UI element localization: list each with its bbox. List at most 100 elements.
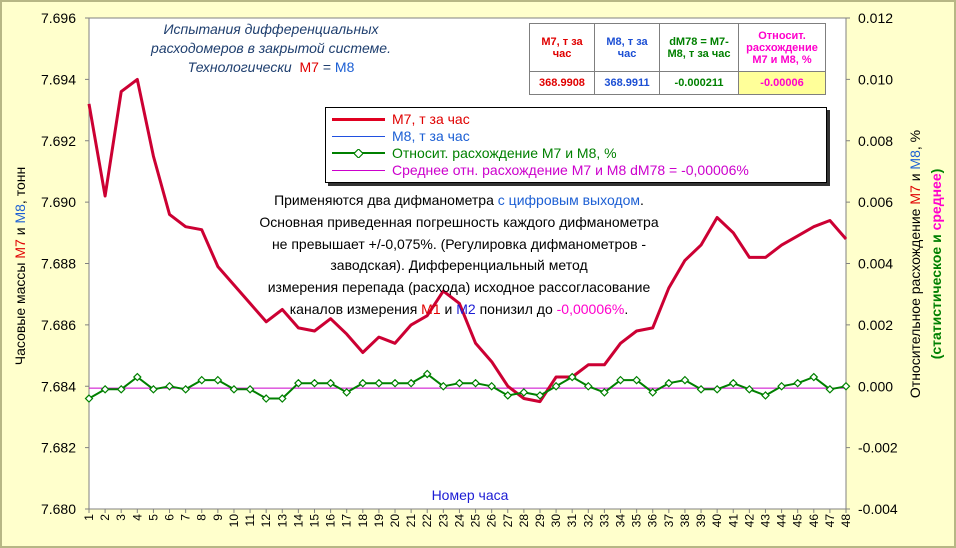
y-left-tick-label: 7.688: [41, 256, 76, 272]
x-tick-label: 23: [436, 514, 450, 528]
series-point-2: [213, 375, 223, 385]
left-axis: 7.680 7.682 7.684 7.686 7.688 7.690 7.692 7.694…: [41, 10, 89, 517]
x-tick-label: 9: [211, 514, 225, 521]
annotation-line-6: каналов измерения М1 и М2 понизил до -0,…: [200, 299, 718, 321]
series-point-2: [761, 391, 770, 400]
annotation-l1a: Применяются два дифманометра: [274, 192, 498, 208]
legend-swatch-m8: [332, 136, 385, 137]
y-left-tick-label: 7.680: [41, 501, 76, 517]
y-left-tick-label: 7.692: [41, 133, 76, 149]
ylabel-left-e: , тонн: [12, 166, 28, 205]
ylabel-left-c: и: [12, 223, 28, 240]
x-tick-label: 13: [275, 514, 289, 528]
series-point-2: [712, 384, 722, 394]
table-header-relative: Относит. расхождение М7 и М8, %: [738, 23, 826, 72]
series-point-2: [84, 394, 94, 403]
series-group: [84, 77, 851, 404]
x-tick-label: 41: [726, 514, 740, 528]
legend: М7, т за час М8, т за час Относит. расхо…: [325, 107, 827, 183]
series-point-2: [374, 378, 384, 388]
annotation-l1c: .: [640, 192, 644, 208]
x-tick-label: 4: [130, 514, 144, 521]
x-tick-label: 39: [694, 514, 708, 528]
series-point-2: [358, 378, 368, 388]
series-point-2: [680, 375, 690, 385]
x-tick-label: 26: [485, 514, 499, 528]
x-tick-label: 36: [646, 514, 660, 528]
series-point-2: [390, 378, 400, 388]
series-point-2: [310, 378, 319, 388]
y-left-tick-label: 7.690: [41, 194, 76, 210]
legend-label-mean: Среднее отн. расхождение М7 и М8 dM78 = …: [392, 162, 749, 178]
series-point-2: [277, 394, 287, 403]
y-right-tick-label: 0.012: [858, 10, 893, 26]
series-line-0: [87, 77, 848, 404]
table-header-dm78: dM78 = М7-М8, т за час: [659, 23, 739, 72]
x-tick-label: 6: [163, 514, 177, 521]
y-right-tick-label: -0.002: [858, 440, 898, 456]
ylabel-right-b: М7: [907, 185, 923, 205]
x-tick-label: 28: [517, 514, 531, 528]
annotation-l6c: и: [440, 300, 457, 317]
y-left-tick-label: 7.682: [41, 440, 76, 456]
x-tick-label: 18: [356, 514, 370, 528]
x-tick-label: 29: [533, 514, 547, 528]
legend-swatch-m7: [332, 118, 385, 121]
annotation-text: Применяются два дифманометра с цифровым …: [200, 190, 718, 321]
x-tick-label: 27: [501, 514, 515, 528]
series-point-2: [197, 375, 207, 385]
title-line-1: Испытания дифференциальных: [163, 21, 379, 37]
series-point-2: [326, 378, 335, 388]
x-tick-label: 24: [452, 514, 466, 528]
right-axis: -0.004 -0.002 0.000 0.002 0.004 0.006 0.008 0.0…: [846, 10, 898, 517]
x-tick-label: 37: [662, 514, 676, 528]
annotation-line-5: измерения перепада (расхода) исходное ра…: [267, 279, 651, 296]
x-tick-label: 15: [307, 514, 321, 528]
series-point-2: [825, 384, 835, 394]
chart-title: Испытания дифференциальных расходомеров …: [104, 20, 438, 77]
x-tick-label: 14: [291, 514, 305, 528]
annotation-line-1: Применяются два дифманометра с цифровым …: [200, 190, 718, 212]
ylabel-right-c: и: [907, 169, 923, 186]
x-tick-label: 44: [775, 514, 789, 528]
x-tick-label: 20: [388, 514, 402, 528]
title-m8: М8: [334, 59, 355, 75]
annotation-l6f: -0,00006%: [556, 300, 625, 317]
series-point-2: [745, 384, 754, 394]
series-point-2: [181, 384, 190, 394]
series-point-2: [535, 391, 545, 400]
x-tick-label: 7: [179, 514, 193, 521]
series-point-2: [583, 381, 593, 391]
series-point-2: [342, 388, 352, 397]
annotation-line-2: Основная приведенная погрешность каждого…: [259, 213, 659, 230]
series-point-2: [455, 378, 464, 388]
annotation-l6d: М2: [456, 300, 476, 317]
x-tick-label: 34: [614, 514, 628, 528]
y-right-tick-label: 0.006: [858, 194, 893, 210]
y-right-tick-label: 0.010: [858, 71, 893, 87]
y-left-tick-label: 7.694: [41, 71, 76, 87]
title-line-3-prefix: Технологически: [187, 59, 292, 75]
x-tick-label: 33: [597, 514, 611, 528]
x-tick-label: 30: [549, 514, 563, 528]
series-point-2: [261, 394, 271, 403]
ylabel-right2-b: среднее: [928, 173, 944, 231]
x-tick-label: 5: [146, 514, 160, 521]
series-point-2: [632, 375, 641, 385]
series-point-2: [793, 378, 803, 388]
y-left-tick-label: 7.684: [41, 378, 76, 394]
x-tick-label: 32: [581, 514, 595, 528]
table-value-m7: 368.9908: [529, 71, 595, 95]
title-line-2: расходомеров в закрытой системе.: [151, 40, 391, 56]
series-point-2: [841, 381, 851, 391]
series-point-2: [132, 372, 142, 382]
x-tick-label: 22: [420, 514, 434, 528]
y-right-tick-label: -0.004: [858, 501, 898, 517]
annotation-line-4: заводская). Дифференциальный метод: [330, 257, 588, 274]
series-point-2: [406, 378, 416, 388]
ylabel-right2-a: (статистическое и: [928, 230, 944, 360]
x-tick-label: 3: [114, 514, 128, 521]
series-point-2: [245, 384, 255, 394]
series-point-2: [551, 381, 561, 391]
legend-marker-diamond: [354, 149, 363, 158]
